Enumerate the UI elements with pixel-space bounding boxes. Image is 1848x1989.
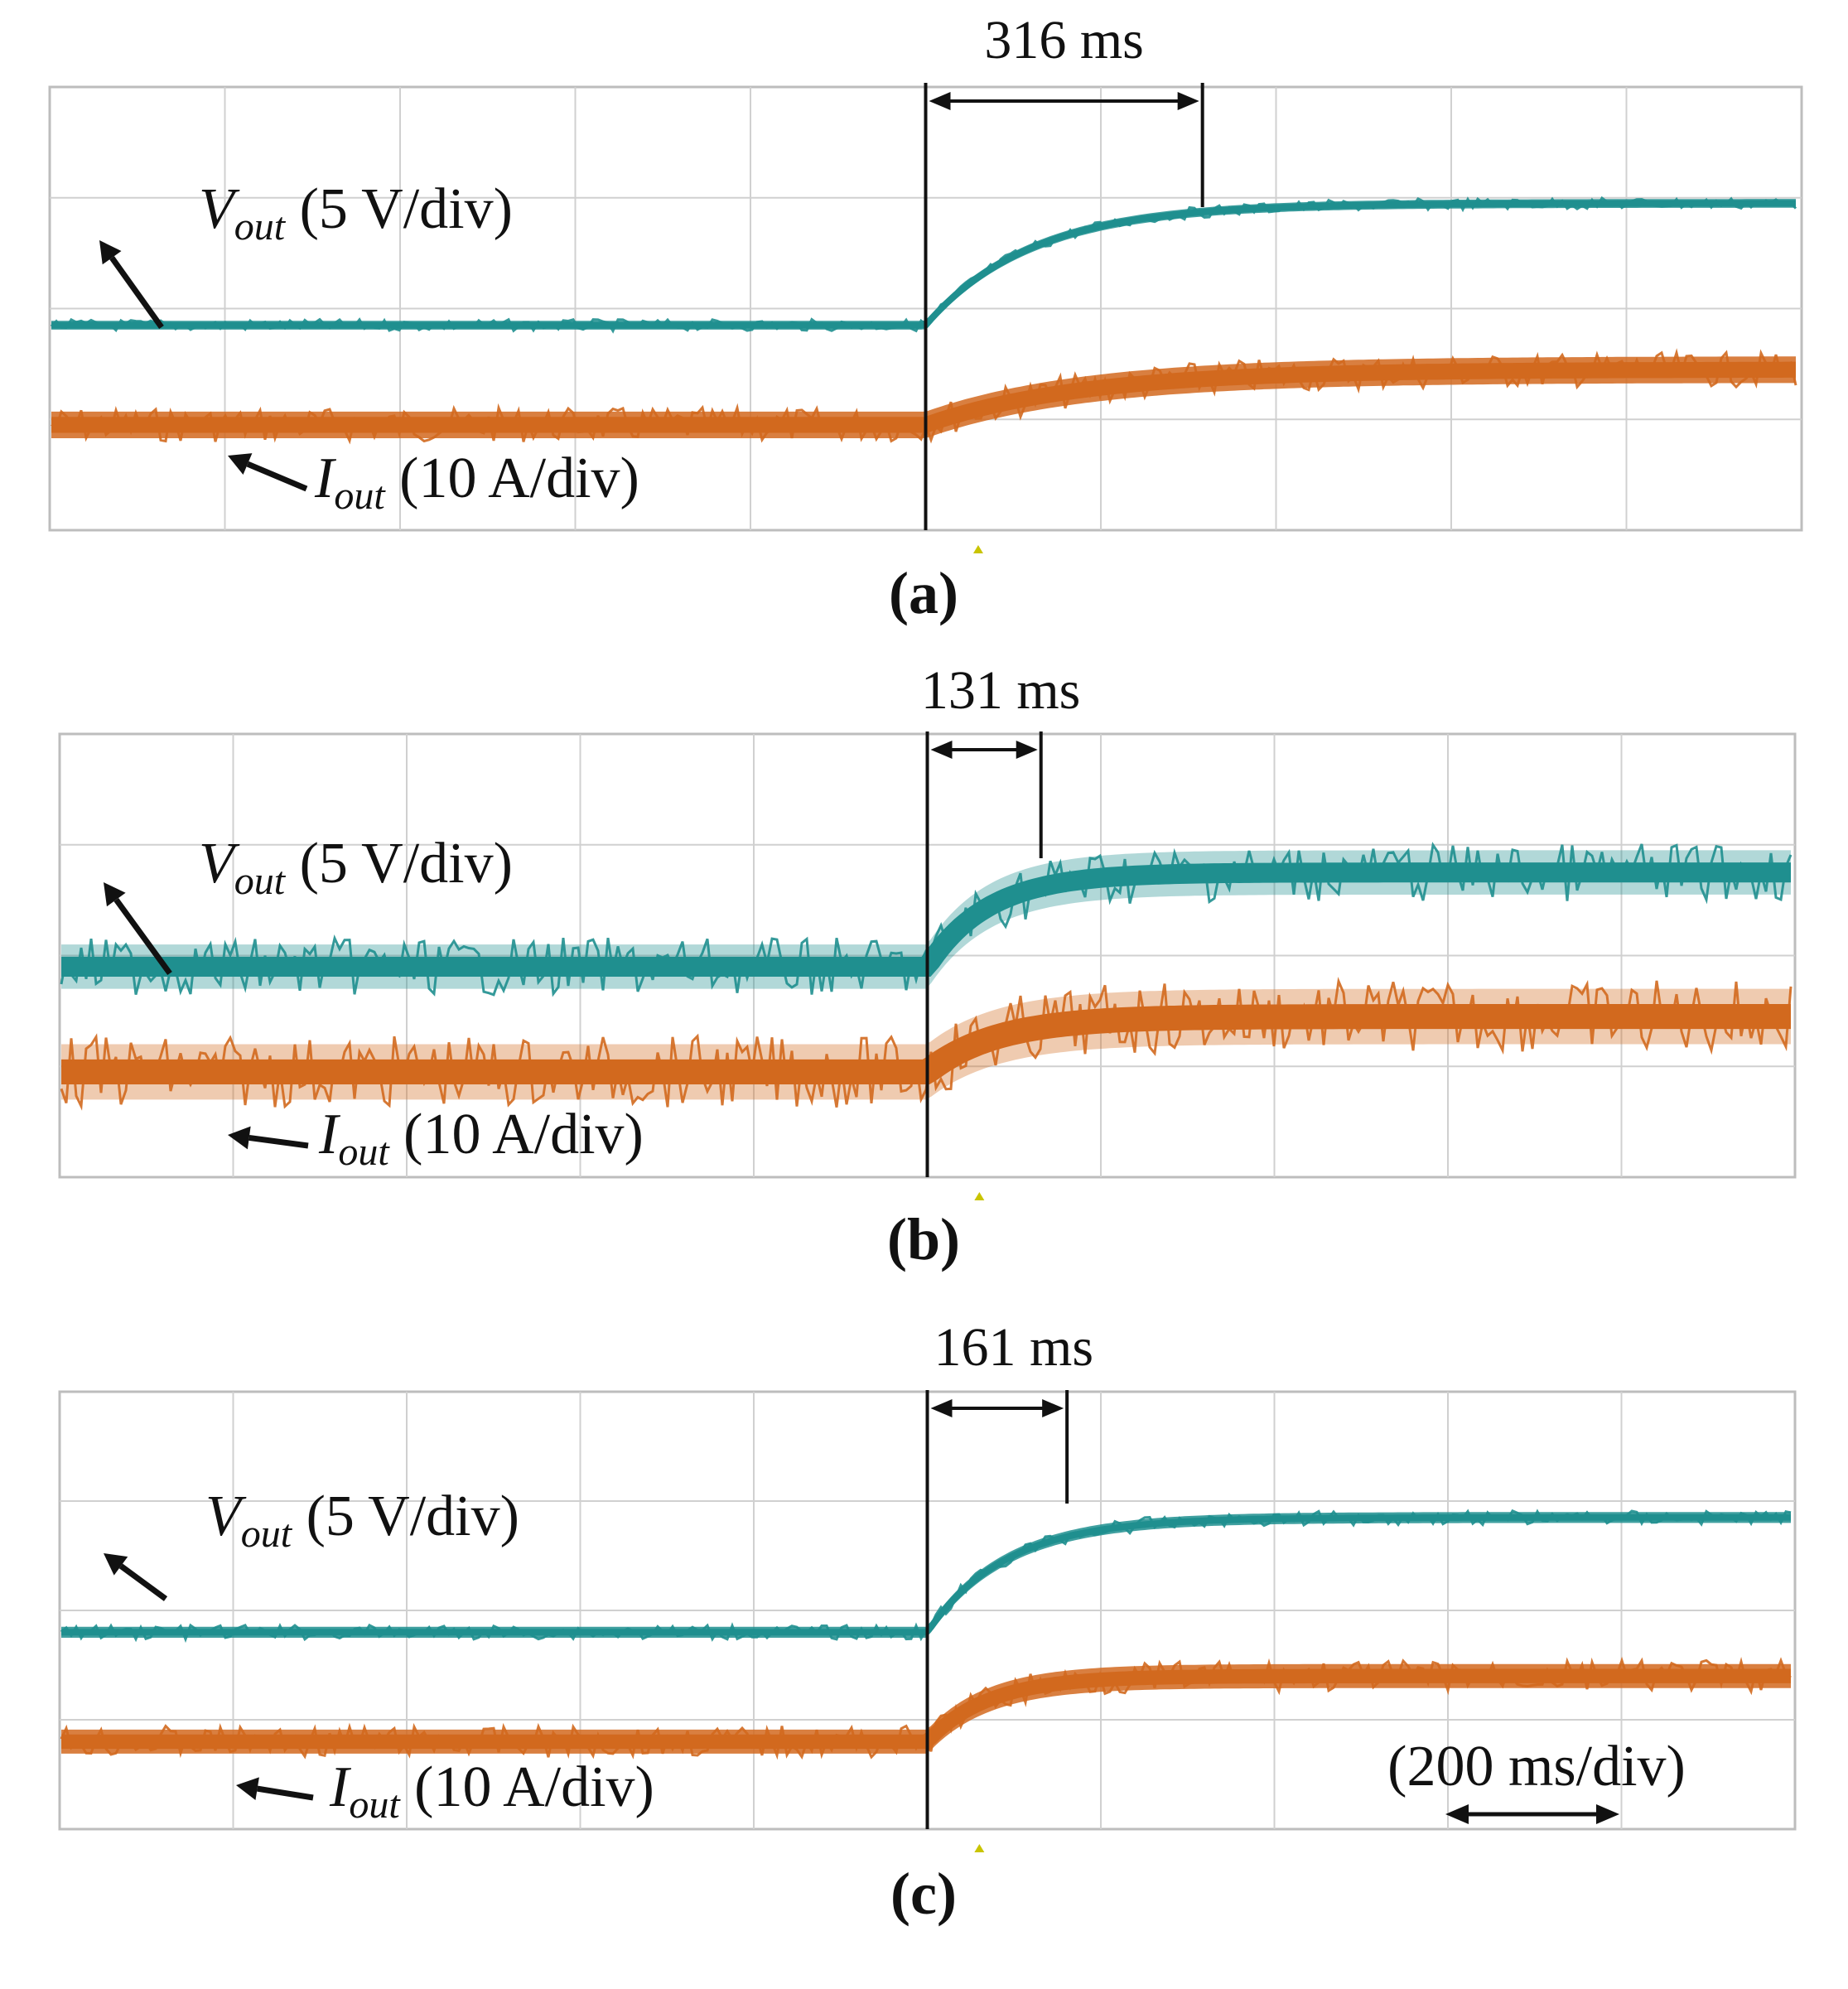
vout-label-arrowhead — [104, 882, 126, 907]
trigger-marker — [974, 1844, 985, 1852]
panel-c: 161 ms Vout (5 V/div) Iout (10 A/div) (200 … — [58, 1317, 1797, 1927]
label-symbol: V — [199, 832, 240, 896]
time-scale-arrowhead-left — [1445, 1804, 1469, 1824]
trigger-marker — [974, 1192, 985, 1200]
interval-arrowhead-right — [1177, 92, 1199, 110]
label-symbol: I — [329, 1755, 352, 1819]
panel-b: 131 ms Vout (5 V/div) Iout (10 A/div) (b) — [58, 660, 1797, 1272]
iout-label-arrowhead — [228, 1126, 251, 1150]
iout-label-arrowhead — [236, 1777, 259, 1800]
label-subscript: out — [349, 1783, 401, 1827]
label-unit: (10 A/div) — [389, 1103, 644, 1166]
label-unit: (5 V/div) — [285, 832, 513, 896]
panel-a: 316 ms Vout (5 V/div) Iout (10 A/div) (a) — [48, 10, 1803, 626]
vout-label: Vout (5 V/div) — [205, 1485, 519, 1556]
label-unit: (5 V/div) — [292, 1485, 519, 1548]
iout-label: Iout (10 A/div) — [318, 1103, 644, 1174]
interval-label: 131 ms — [921, 660, 1081, 721]
iout-trace-core — [51, 361, 1796, 433]
label-subscript: out — [234, 205, 287, 249]
interval-arrowhead-left — [930, 1399, 953, 1417]
label-symbol: V — [205, 1485, 247, 1548]
vout-label-arrowhead — [104, 1553, 128, 1576]
vout-label: Vout (5 V/div) — [199, 832, 513, 903]
interval-label: 161 ms — [934, 1317, 1094, 1378]
vout-trace-band — [61, 850, 1791, 989]
label-subscript: out — [241, 1512, 293, 1556]
panel-caption: (b) — [887, 1206, 960, 1272]
interval-arrowhead-left — [930, 741, 953, 759]
label-unit: (10 A/div) — [400, 1755, 654, 1819]
iout-label-arrow — [246, 461, 308, 492]
interval-arrowhead-right — [1042, 1399, 1064, 1417]
trigger-marker — [972, 545, 983, 553]
interval-arrowhead-right — [1016, 741, 1038, 759]
vout-label-arrow — [109, 256, 164, 330]
vout-label: Vout (5 V/div) — [199, 177, 513, 249]
panels-group: 316 ms Vout (5 V/div) Iout (10 A/div) (a) 13… — [48, 10, 1803, 1927]
label-symbol: V — [199, 177, 240, 241]
panel-caption: (a) — [889, 560, 958, 626]
label-subscript: out — [334, 474, 386, 518]
label-unit: (10 A/div) — [385, 447, 639, 510]
time-scale-label: (200 ms/div) — [1387, 1735, 1686, 1798]
interval-label: 316 ms — [984, 10, 1144, 70]
vout-label-arrowhead — [99, 240, 122, 265]
vout-label-arrow — [118, 1563, 168, 1601]
vout-trace-core — [51, 200, 1796, 329]
panel-caption: (c) — [890, 1861, 957, 1927]
iout-label: Iout (10 A/div) — [314, 447, 639, 518]
label-symbol: I — [318, 1103, 341, 1166]
label-unit: (5 V/div) — [285, 177, 513, 241]
vout-label-arrow — [113, 897, 172, 976]
label-subscript: out — [338, 1130, 390, 1174]
interval-arrowhead-left — [929, 92, 951, 110]
time-scale-arrowhead-right — [1596, 1804, 1619, 1824]
label-subscript: out — [234, 859, 287, 903]
label-symbol: I — [314, 447, 337, 510]
iout-label: Iout (10 A/div) — [329, 1755, 654, 1827]
iout-label-arrow — [248, 1134, 309, 1149]
iout-label-arrow — [257, 1785, 314, 1801]
iout-label-arrowhead — [228, 453, 253, 475]
